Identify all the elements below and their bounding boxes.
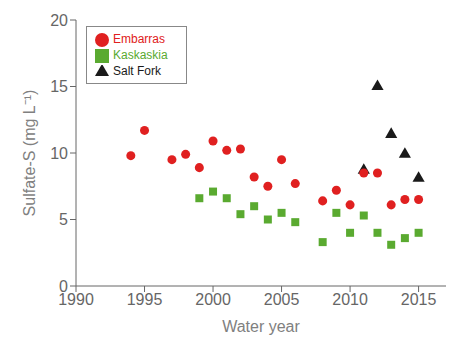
svg-text:2015: 2015 — [401, 291, 437, 308]
svg-text:Water year: Water year — [222, 318, 300, 335]
svg-text:2010: 2010 — [332, 291, 368, 308]
svg-text:2005: 2005 — [264, 291, 300, 308]
svg-text:2000: 2000 — [195, 291, 231, 308]
svg-text:10: 10 — [50, 145, 68, 162]
svg-text:15: 15 — [50, 78, 68, 95]
svg-text:20: 20 — [50, 12, 68, 29]
html-text:Kaskaskia: Kaskaskia — [113, 48, 168, 62]
svg-text:0: 0 — [59, 278, 68, 295]
svg-text:1995: 1995 — [127, 291, 163, 308]
svg-text:1990: 1990 — [58, 291, 94, 309]
html-text:Embarras: Embarras — [113, 32, 165, 46]
svg-text:Sulfate-S (mg L⁻¹): Sulfate-S (mg L⁻¹) — [21, 90, 38, 217]
html-text:Salt Fork: Salt Fork — [113, 64, 161, 78]
svg-text:5: 5 — [59, 211, 68, 228]
